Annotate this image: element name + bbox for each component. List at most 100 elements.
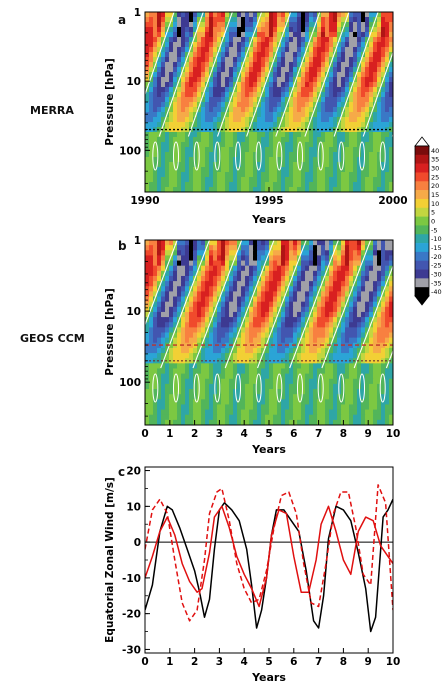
heatmap-cell bbox=[265, 286, 270, 292]
heatmap-cell bbox=[317, 394, 322, 400]
heatmap-cell bbox=[233, 265, 238, 272]
heatmap-cell bbox=[309, 358, 314, 364]
heatmap-cell bbox=[213, 419, 218, 425]
heatmap-cell bbox=[289, 57, 294, 63]
heatmap-cell bbox=[317, 414, 322, 421]
heatmap-cell bbox=[157, 27, 162, 33]
heatmap-cell bbox=[177, 122, 182, 128]
heatmap-cell bbox=[385, 117, 390, 123]
heatmap-cell bbox=[241, 187, 246, 192]
heatmap-cell bbox=[265, 112, 270, 118]
heatmap-cell bbox=[217, 172, 222, 178]
heatmap-cell bbox=[273, 77, 278, 83]
heatmap-cell bbox=[269, 102, 274, 108]
heatmap-cell bbox=[273, 347, 278, 354]
heatmap-cell bbox=[209, 347, 214, 354]
heatmap-cell bbox=[361, 327, 366, 334]
x-tick-label: 0 bbox=[141, 428, 148, 440]
heatmap-cell bbox=[309, 240, 314, 246]
heatmap-cell bbox=[197, 177, 202, 183]
heatmap-cell bbox=[221, 368, 226, 375]
heatmap-cell bbox=[345, 92, 350, 98]
heatmap-cell bbox=[329, 87, 334, 93]
heatmap-cell bbox=[229, 317, 234, 323]
heatmap-cell bbox=[201, 112, 206, 118]
heatmap-cell bbox=[149, 353, 154, 359]
heatmap-cell bbox=[281, 12, 286, 18]
heatmap-cell bbox=[209, 270, 214, 277]
heatmap-cell bbox=[265, 327, 270, 334]
heatmap-cell bbox=[357, 275, 362, 282]
heatmap-cell bbox=[325, 409, 330, 416]
heatmap-cell bbox=[313, 240, 318, 246]
heatmap-cell bbox=[221, 353, 226, 359]
heatmap-cell bbox=[145, 291, 150, 298]
x-tick-label: 9 bbox=[365, 656, 372, 668]
heatmap-cell bbox=[349, 172, 354, 178]
heatmap-cell bbox=[173, 409, 178, 416]
heatmap-cell bbox=[369, 42, 374, 48]
heatmap-cell bbox=[253, 147, 258, 153]
heatmap-cell bbox=[261, 291, 266, 298]
heatmap-cell bbox=[373, 87, 378, 93]
heatmap-cell bbox=[305, 157, 310, 163]
heatmap-cell bbox=[333, 317, 338, 323]
heatmap-cell bbox=[201, 52, 206, 58]
heatmap-cell bbox=[373, 378, 378, 385]
heatmap-cell bbox=[225, 62, 230, 68]
heatmap-cell bbox=[361, 409, 366, 416]
heatmap-cell bbox=[217, 102, 222, 108]
heatmap-cell bbox=[229, 286, 234, 292]
heatmap-cell bbox=[365, 240, 370, 246]
heatmap-cell bbox=[185, 363, 190, 370]
heatmap-cell bbox=[349, 389, 354, 395]
heatmap-cell bbox=[169, 275, 174, 282]
contour-line bbox=[353, 264, 393, 369]
heatmap-cell bbox=[365, 12, 370, 18]
heatmap-cell bbox=[321, 265, 326, 272]
heatmap-cell bbox=[221, 187, 226, 192]
heatmap-cell bbox=[229, 107, 234, 113]
heatmap-cell bbox=[281, 394, 286, 400]
heatmap-cell bbox=[165, 67, 170, 73]
heatmap-cell bbox=[385, 157, 390, 163]
heatmap-cell bbox=[225, 301, 230, 308]
heatmap-cell bbox=[313, 182, 318, 188]
heatmap-cell bbox=[229, 291, 234, 298]
heatmap-cell bbox=[377, 177, 382, 183]
heatmap-cell bbox=[325, 62, 330, 68]
heatmap-cell bbox=[293, 358, 298, 364]
heatmap-cell bbox=[373, 12, 378, 18]
heatmap-cell bbox=[269, 27, 274, 33]
heatmap-cell bbox=[185, 383, 190, 390]
heatmap-cell bbox=[209, 87, 214, 93]
heatmap-cell bbox=[277, 37, 282, 43]
heatmap-cell bbox=[173, 67, 178, 73]
heatmap-cell bbox=[197, 368, 202, 375]
heatmap-cell bbox=[345, 187, 350, 192]
heatmap-cell bbox=[145, 112, 150, 118]
heatmap-cell bbox=[237, 394, 242, 400]
heatmap-cell bbox=[297, 17, 302, 23]
heatmap-cell bbox=[369, 77, 374, 83]
contour-loop bbox=[235, 141, 241, 171]
heatmap-cell bbox=[289, 82, 294, 88]
heatmap-cell bbox=[385, 167, 390, 173]
heatmap-cell bbox=[149, 157, 154, 163]
heatmap-cell bbox=[185, 72, 190, 78]
heatmap-cell bbox=[289, 137, 294, 143]
heatmap-cell bbox=[161, 187, 166, 192]
heatmap-cell bbox=[297, 52, 302, 58]
heatmap-cell bbox=[321, 97, 326, 103]
heatmap-cell bbox=[269, 182, 274, 188]
heatmap-cell bbox=[373, 260, 378, 267]
heatmap-cell bbox=[317, 378, 322, 385]
heatmap-cell bbox=[281, 162, 286, 168]
heatmap-cell bbox=[217, 404, 222, 411]
heatmap-cell bbox=[333, 152, 338, 158]
heatmap-cell bbox=[341, 97, 346, 103]
heatmap-cell bbox=[233, 342, 238, 349]
heatmap-cell bbox=[269, 92, 274, 98]
heatmap-cell bbox=[185, 17, 190, 23]
heatmap-cell bbox=[205, 311, 210, 318]
